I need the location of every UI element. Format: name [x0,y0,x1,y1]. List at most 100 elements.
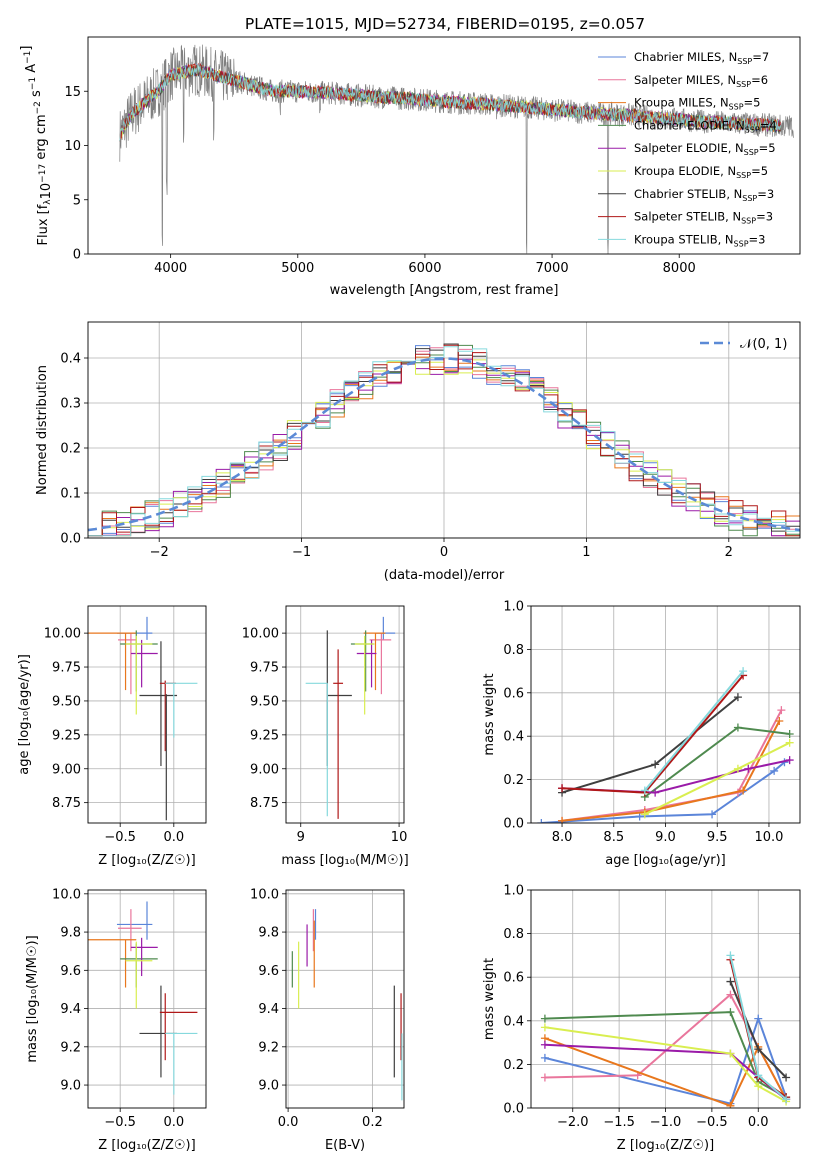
x-tick-label: 5000 [281,261,314,276]
y-tick-label: 0.6 [503,971,524,986]
y-tick-label: 0.2 [503,1058,524,1073]
y-axis-label: mass weight [482,958,497,1040]
y-tick-label: 10.00 [44,627,81,642]
x-tick-label: −0.5 [104,1115,136,1130]
x-tick-label: 8.5 [603,830,624,845]
x-axis-label: wavelength [Angstrom, rest frame] [330,283,559,298]
legend-label-text: Kroupa MILES, N [634,96,729,110]
axes-frame [285,889,405,1109]
legend-label-tail: =3 [756,210,773,224]
weight-point [754,1014,763,1023]
legend-label: Kroupa ELODIE, NSSP=5 [634,164,768,180]
y-axis-label-part: −1 [28,77,38,90]
legend-label-tail: =3 [757,187,774,201]
x-axis-label: Z [log₁₀(Z/Z☉)] [98,1138,195,1153]
legend-label-tail: =6 [751,73,768,87]
weight-line-kroupa-miles [561,720,781,822]
legend-label-text: Kroupa STELIB, N [634,232,734,246]
weight-point [651,760,660,769]
y-axis-label: mass [log₁₀(M/M☉)] [25,935,40,1062]
x-tick-label: 0.2 [362,1115,383,1130]
plot-area [531,606,800,823]
y-tick-label: 10.0 [250,887,279,902]
weight-point [754,1082,763,1091]
weight-line-chabrier-miles [544,1015,788,1105]
axes-frame [87,36,801,255]
legend-label-text: Salpeter ELODIE, N [634,141,744,155]
x-tick-label: 10 [391,830,408,845]
panel-weight-vs-age: 8.0 8.5 9.0 9.5 10.0 0.0 0.2 0.4 0.6 0.8 1.0 age [l… [482,600,801,868]
plot-area [286,890,404,1108]
x-axis-label: (data-model)/error [384,568,505,583]
legend-label-sub: SSP [729,103,744,112]
legend-label-text: Salpeter MILES, N [634,73,736,87]
y-tick-label: 9.50 [52,694,81,709]
y-tick-label: 8.75 [52,796,81,811]
weight-point [540,1014,549,1023]
y-tick-label: 0.8 [503,643,524,658]
axes-frame [87,321,801,539]
legend-label-tail: =3 [749,232,766,246]
y-tick-label: 0.0 [503,1102,524,1117]
y-tick-label: 15 [64,85,81,100]
x-tick-label: 1 [582,545,590,560]
y-tick-label: 0.3 [60,397,81,412]
weight-point [540,1053,549,1062]
weight-point [733,764,742,773]
legend-label-sub: SSP [745,125,760,134]
weight-point [726,990,735,999]
plot-area [88,606,206,823]
weight-point [733,723,742,732]
y-tick-label: 9.00 [250,762,279,777]
weight-line-kroupa-miles [544,1037,787,1108]
legend-label: Kroupa STELIB, NSSP=3 [634,232,765,248]
plot-area [88,890,206,1108]
legend-label-sub: SSP [741,217,756,226]
legend-label: Chabrier MILES, NSSP=7 [634,50,769,66]
x-axis-label: Z [log₁₀(Z/Z☉)] [617,1138,714,1153]
weight-point [785,738,794,747]
y-tick-label: 9.0 [60,1079,81,1094]
panel-age-vs-Z: −0.5 0.0 8.75 9.00 9.25 9.50 9.75 10.00 Z [log₁₀… [17,605,207,868]
legend-label: Chabrier STELIB, NSSP=3 [634,187,774,203]
y-axis-label-part: −17 [38,164,48,183]
weight-point [558,816,567,823]
x-axis-label: Z [log₁₀(Z/Z☉)] [98,853,195,868]
weight-point [733,693,742,702]
figure-title: PLATE=1015, MJD=52734, FIBERID=0195, z=0… [245,15,645,33]
weight-point [726,951,735,960]
y-axis-label-part: erg cm [34,114,49,163]
x-tick-label: 2 [725,545,733,560]
legend-label-sub: SSP [734,239,749,248]
x-tick-label: −2.0 [557,1115,589,1130]
weight-point [726,1101,735,1108]
weight-point [744,764,753,773]
y-tick-label: 9.25 [250,728,279,743]
y-tick-label: 9.50 [250,694,279,709]
weight-point [640,810,649,819]
legend-label-text: Chabrier MILES, N [634,50,737,64]
y-axis-label-part: s [29,90,44,101]
y-tick-label: 0.2 [60,442,81,457]
y-tick-label: 5 [73,193,81,208]
weight-line-kroupa-stelib [644,670,744,792]
weight-point [739,786,748,795]
y-tick-label: 0.1 [60,487,81,502]
panel-mass-vs-Z: −0.5 0.0 9.0 9.2 9.4 9.6 9.8 10.0 Z [log₁₀(Z/Z☉)… [25,887,207,1153]
weight-point [739,667,748,676]
axes-frame [530,605,801,824]
y-axis-label-part: −1 [23,51,33,64]
weight-point [726,1049,735,1058]
weight-point [775,717,784,726]
y-tick-label: 0.4 [503,1014,524,1029]
model-line-kroupa-stelib [119,64,781,142]
x-tick-label: 9 [297,830,305,845]
weight-point [754,1071,763,1080]
legend-label-sub: SSP [744,148,759,157]
x-tick-label: 8.0 [552,830,573,845]
weight-point [708,810,717,819]
x-tick-label: 9.5 [707,830,728,845]
legend-label: Salpeter ELODIE, NSSP=5 [634,141,776,157]
panel-spectrum: 4000 5000 6000 7000 8000 0 5 10 15 wavelength [An… [19,36,801,298]
